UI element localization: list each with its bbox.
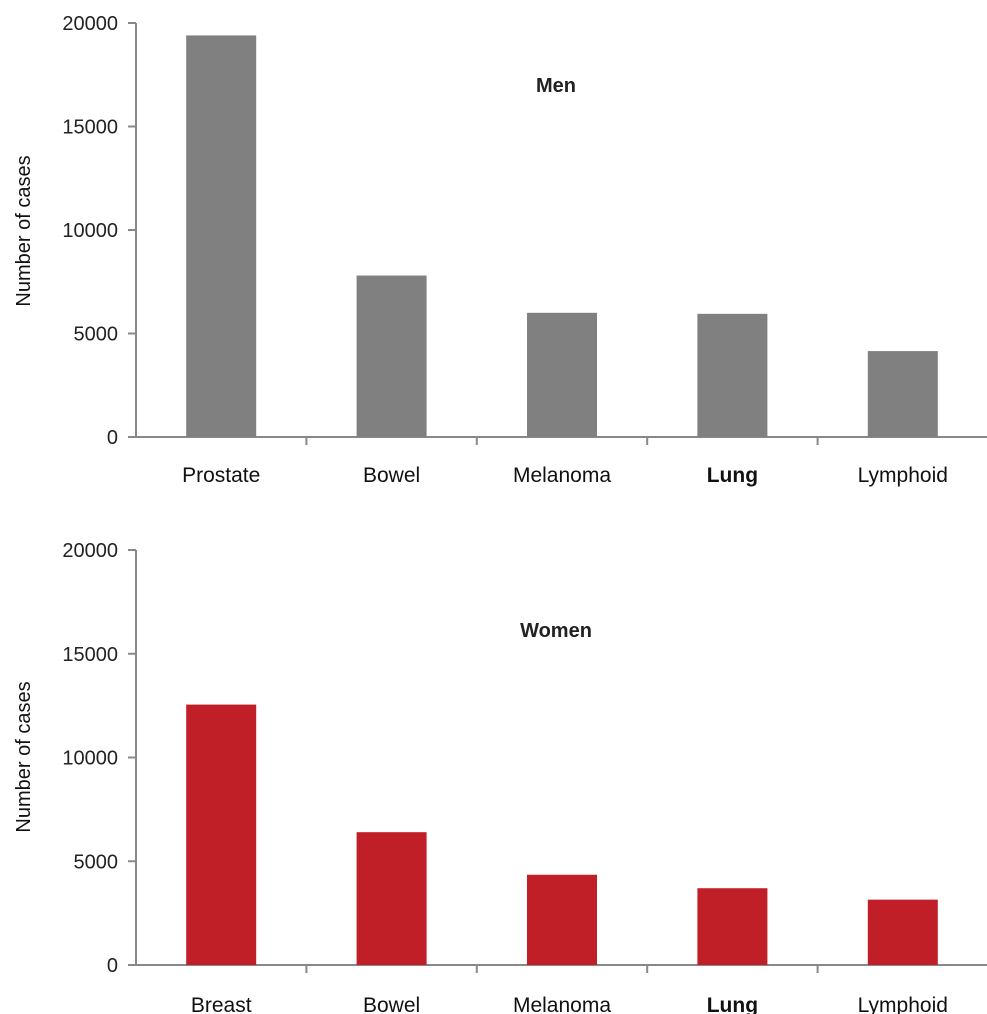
women-bar-breast	[186, 704, 257, 965]
women-y-tick-label: 15000	[62, 644, 118, 666]
women-bar-bowel	[356, 832, 427, 965]
men-category-label-lymphoid: Lymphoid	[858, 464, 948, 487]
men-y-tick-label: 15000	[62, 117, 118, 139]
men-bar-lung	[697, 313, 768, 437]
men-y-axis-title: Number of cases	[13, 155, 35, 306]
women-category-label-lymphoid: Lymphoid	[858, 994, 948, 1014]
women-category-label-bowel: Bowel	[363, 994, 420, 1014]
women-y-tick-label: 20000	[62, 540, 118, 562]
men-category-label-prostate: Prostate	[182, 464, 260, 487]
men-bar-prostate	[186, 35, 257, 438]
women-y-axis-title: Number of cases	[13, 681, 35, 832]
men-chart-panel: Men Number of cases 0 5000 10000 15000 20000…	[13, 13, 987, 487]
men-bar-melanoma	[527, 312, 597, 437]
women-category-label-lung: Lung	[707, 994, 758, 1014]
men-category-label-bowel: Bowel	[363, 464, 420, 487]
women-category-label-breast: Breast	[191, 994, 252, 1014]
women-bar-melanoma	[527, 874, 597, 965]
men-bar-lymphoid	[867, 351, 938, 437]
women-category-label-melanoma: Melanoma	[513, 994, 611, 1014]
women-bar-lung	[697, 888, 768, 965]
men-y-tick-label: 0	[107, 427, 118, 449]
women-bar-lymphoid	[867, 899, 938, 965]
men-bar-bowel	[356, 275, 427, 437]
women-chart-panel: Women Number of cases 0 5000 10000 15000 200…	[13, 540, 987, 1014]
women-y-tick-label: 0	[107, 955, 118, 977]
men-category-label-lung: Lung	[707, 464, 758, 487]
men-y-tick-label: 20000	[62, 13, 118, 35]
men-y-tick-label: 5000	[74, 324, 119, 346]
women-y-tick-label: 10000	[62, 748, 118, 770]
women-y-tick-label: 5000	[74, 851, 119, 873]
women-chart-title: Women	[520, 620, 592, 642]
men-category-label-melanoma: Melanoma	[513, 464, 611, 487]
men-chart-title: Men	[536, 75, 576, 97]
men-y-tick-label: 10000	[62, 220, 118, 242]
